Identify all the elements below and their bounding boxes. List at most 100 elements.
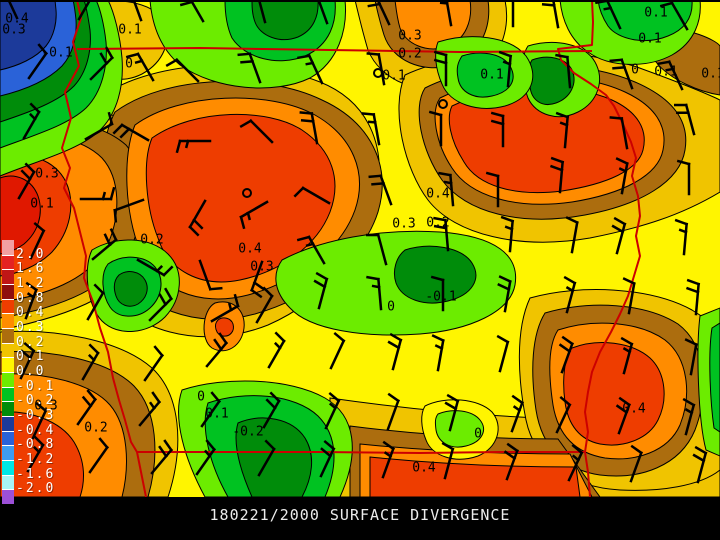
color-scale-label: -0.4 [16,422,56,438]
state-boundary [61,0,147,497]
contour-region [456,52,514,98]
wind-barb [611,216,627,255]
contour-label: 0.2 [426,216,449,231]
wind-barb [438,171,455,207]
contour-label: 0 [125,57,133,72]
wind-barb [113,198,145,223]
wind-barb [510,394,525,433]
divergence-map[interactable]: 0.40.3-0.10.100.30.20.10.10.10.100.10.10… [0,0,720,497]
wind-barb [684,338,698,376]
wind-barb [609,58,634,90]
color-scale-label: -0.8 [16,437,56,453]
calm-station-marker [373,68,383,78]
wind-barb [313,271,329,310]
wind-barb [657,60,684,91]
color-scale-label: -0.3 [16,408,56,423]
contour-label: 0.3 [398,29,421,44]
color-scale-label: 2.0 [16,246,46,262]
map-frame-top [0,0,720,2]
contour-label: 0.2 [84,421,107,436]
color-scale-swatch [2,401,14,416]
color-scale-swatch [2,415,14,431]
color-scale-swatch [2,459,14,475]
wind-barb [299,111,319,145]
wind-barb [77,0,92,21]
color-scale-swatch [2,313,14,328]
wind-barb [441,441,455,480]
wind-barb [148,287,173,322]
wind-barb [249,260,266,299]
color-scale-swatch [2,474,14,490]
contour-label: 0.4 [238,242,262,257]
wind-barb [555,395,572,434]
contour-label: 0.4 [5,12,29,27]
contour-label: 0.3 [35,167,58,182]
contour-label: 0.1 [382,69,405,84]
state-boundary [76,47,593,53]
contour-label: 0.1 [644,6,667,21]
contour-label: 0 [197,390,205,405]
contour-label: 0 [631,63,639,78]
wind-barb [179,0,205,23]
wind-barb [22,102,41,140]
wind-barb [555,53,572,89]
wind-barb [682,397,696,436]
color-scale-label: -0.1 [16,378,56,394]
wind-barb [565,216,579,254]
wind-barb [673,103,696,136]
wind-barb [490,111,505,148]
wind-barb [89,46,114,81]
color-scale-label: 0.8 [16,290,46,306]
color-scale-label: -1.2 [16,452,56,467]
wind-barb [629,444,644,483]
wind-barb [257,439,276,477]
wind-barb [237,52,262,84]
contour-region [563,342,665,446]
contour-label: -0.1 [41,46,72,61]
wind-barb [324,391,341,430]
wind-barb [200,391,221,428]
wind-barb [239,119,274,144]
wind-barb [86,283,105,321]
contour-label: 0.4 [412,461,436,476]
wind-barb [366,52,386,86]
wind-barb [503,442,520,481]
color-scale-swatch [2,240,14,255]
contour-region [145,113,336,283]
contour-region [709,322,720,433]
wind-barb [239,200,269,230]
contour-region [113,271,148,307]
color-scale-labels: 2.0 1.6 1.2 0.8 0.4 0.3 0.2 0.1 0.0 -0.1 -0.2 -0.3-… [16,240,66,510]
contour-label: 0.2 [140,233,163,248]
map-canvas: 0.40.3-0.10.100.30.20.10.10.10.100.10.10… [0,0,720,497]
wind-barb [205,332,229,368]
color-scale-label: 1.2 [16,276,46,291]
wind-barb [430,275,445,312]
wind-barb [112,123,150,142]
wind-barb [485,171,500,208]
wind-barb [91,228,118,261]
wind-barb [549,156,565,194]
wind-barb [563,275,577,314]
wind-barb [615,157,629,195]
contour-label: 0.1 [638,32,661,47]
contour-label: 0.3 [250,260,273,275]
wind-barb [81,343,100,381]
wind-barb [381,440,396,479]
wind-barb [24,281,39,320]
state-boundaries [61,0,641,497]
wind-barb [27,43,48,80]
contour-labels: 0.40.3-0.10.100.30.20.10.10.10.100.10.10… [2,6,720,476]
wind-barb [165,58,200,83]
wind-barb [26,435,45,473]
color-scale-swatch [2,254,14,270]
wind-barb [615,396,632,435]
wind-barb [293,186,331,205]
contour-fill-regions [0,0,720,497]
contour-region [393,245,477,304]
wind-barb [150,439,174,475]
wind-barb [195,439,216,476]
color-scale-swatch [2,327,14,343]
contour-region [597,0,693,42]
